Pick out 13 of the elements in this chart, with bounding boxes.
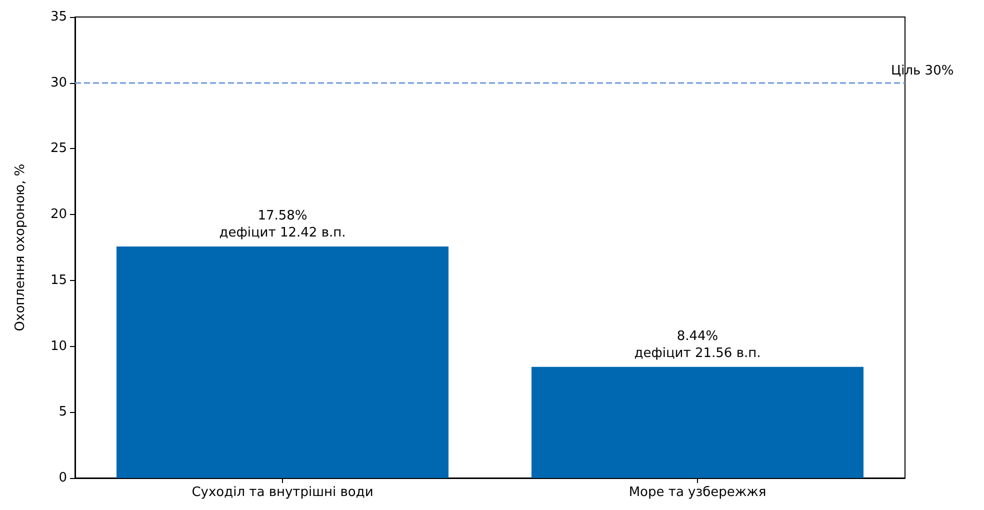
x-tick-label: Суходіл та внутрішні води bbox=[192, 485, 374, 500]
y-tick-label: 20 bbox=[50, 207, 67, 222]
y-tick-label: 5 bbox=[58, 404, 67, 420]
y-tick-label: 15 bbox=[50, 272, 67, 288]
x-tick-label: Море та узбережжя bbox=[628, 485, 766, 500]
y-tick-label: 35 bbox=[50, 10, 67, 24]
y-tick-label: 10 bbox=[50, 338, 67, 354]
data-label: 17.58% дефіцит 12.42 в.п. bbox=[219, 208, 346, 240]
y-tick-label: 0 bbox=[58, 470, 67, 486]
y-axis-title: Охоплення охороною, % bbox=[13, 164, 28, 332]
data-label: 8.44% дефіцит 21.56 в.п. bbox=[634, 328, 761, 361]
y-tick-label: 30 bbox=[50, 75, 67, 90]
y-tick-label: 25 bbox=[50, 141, 67, 156]
